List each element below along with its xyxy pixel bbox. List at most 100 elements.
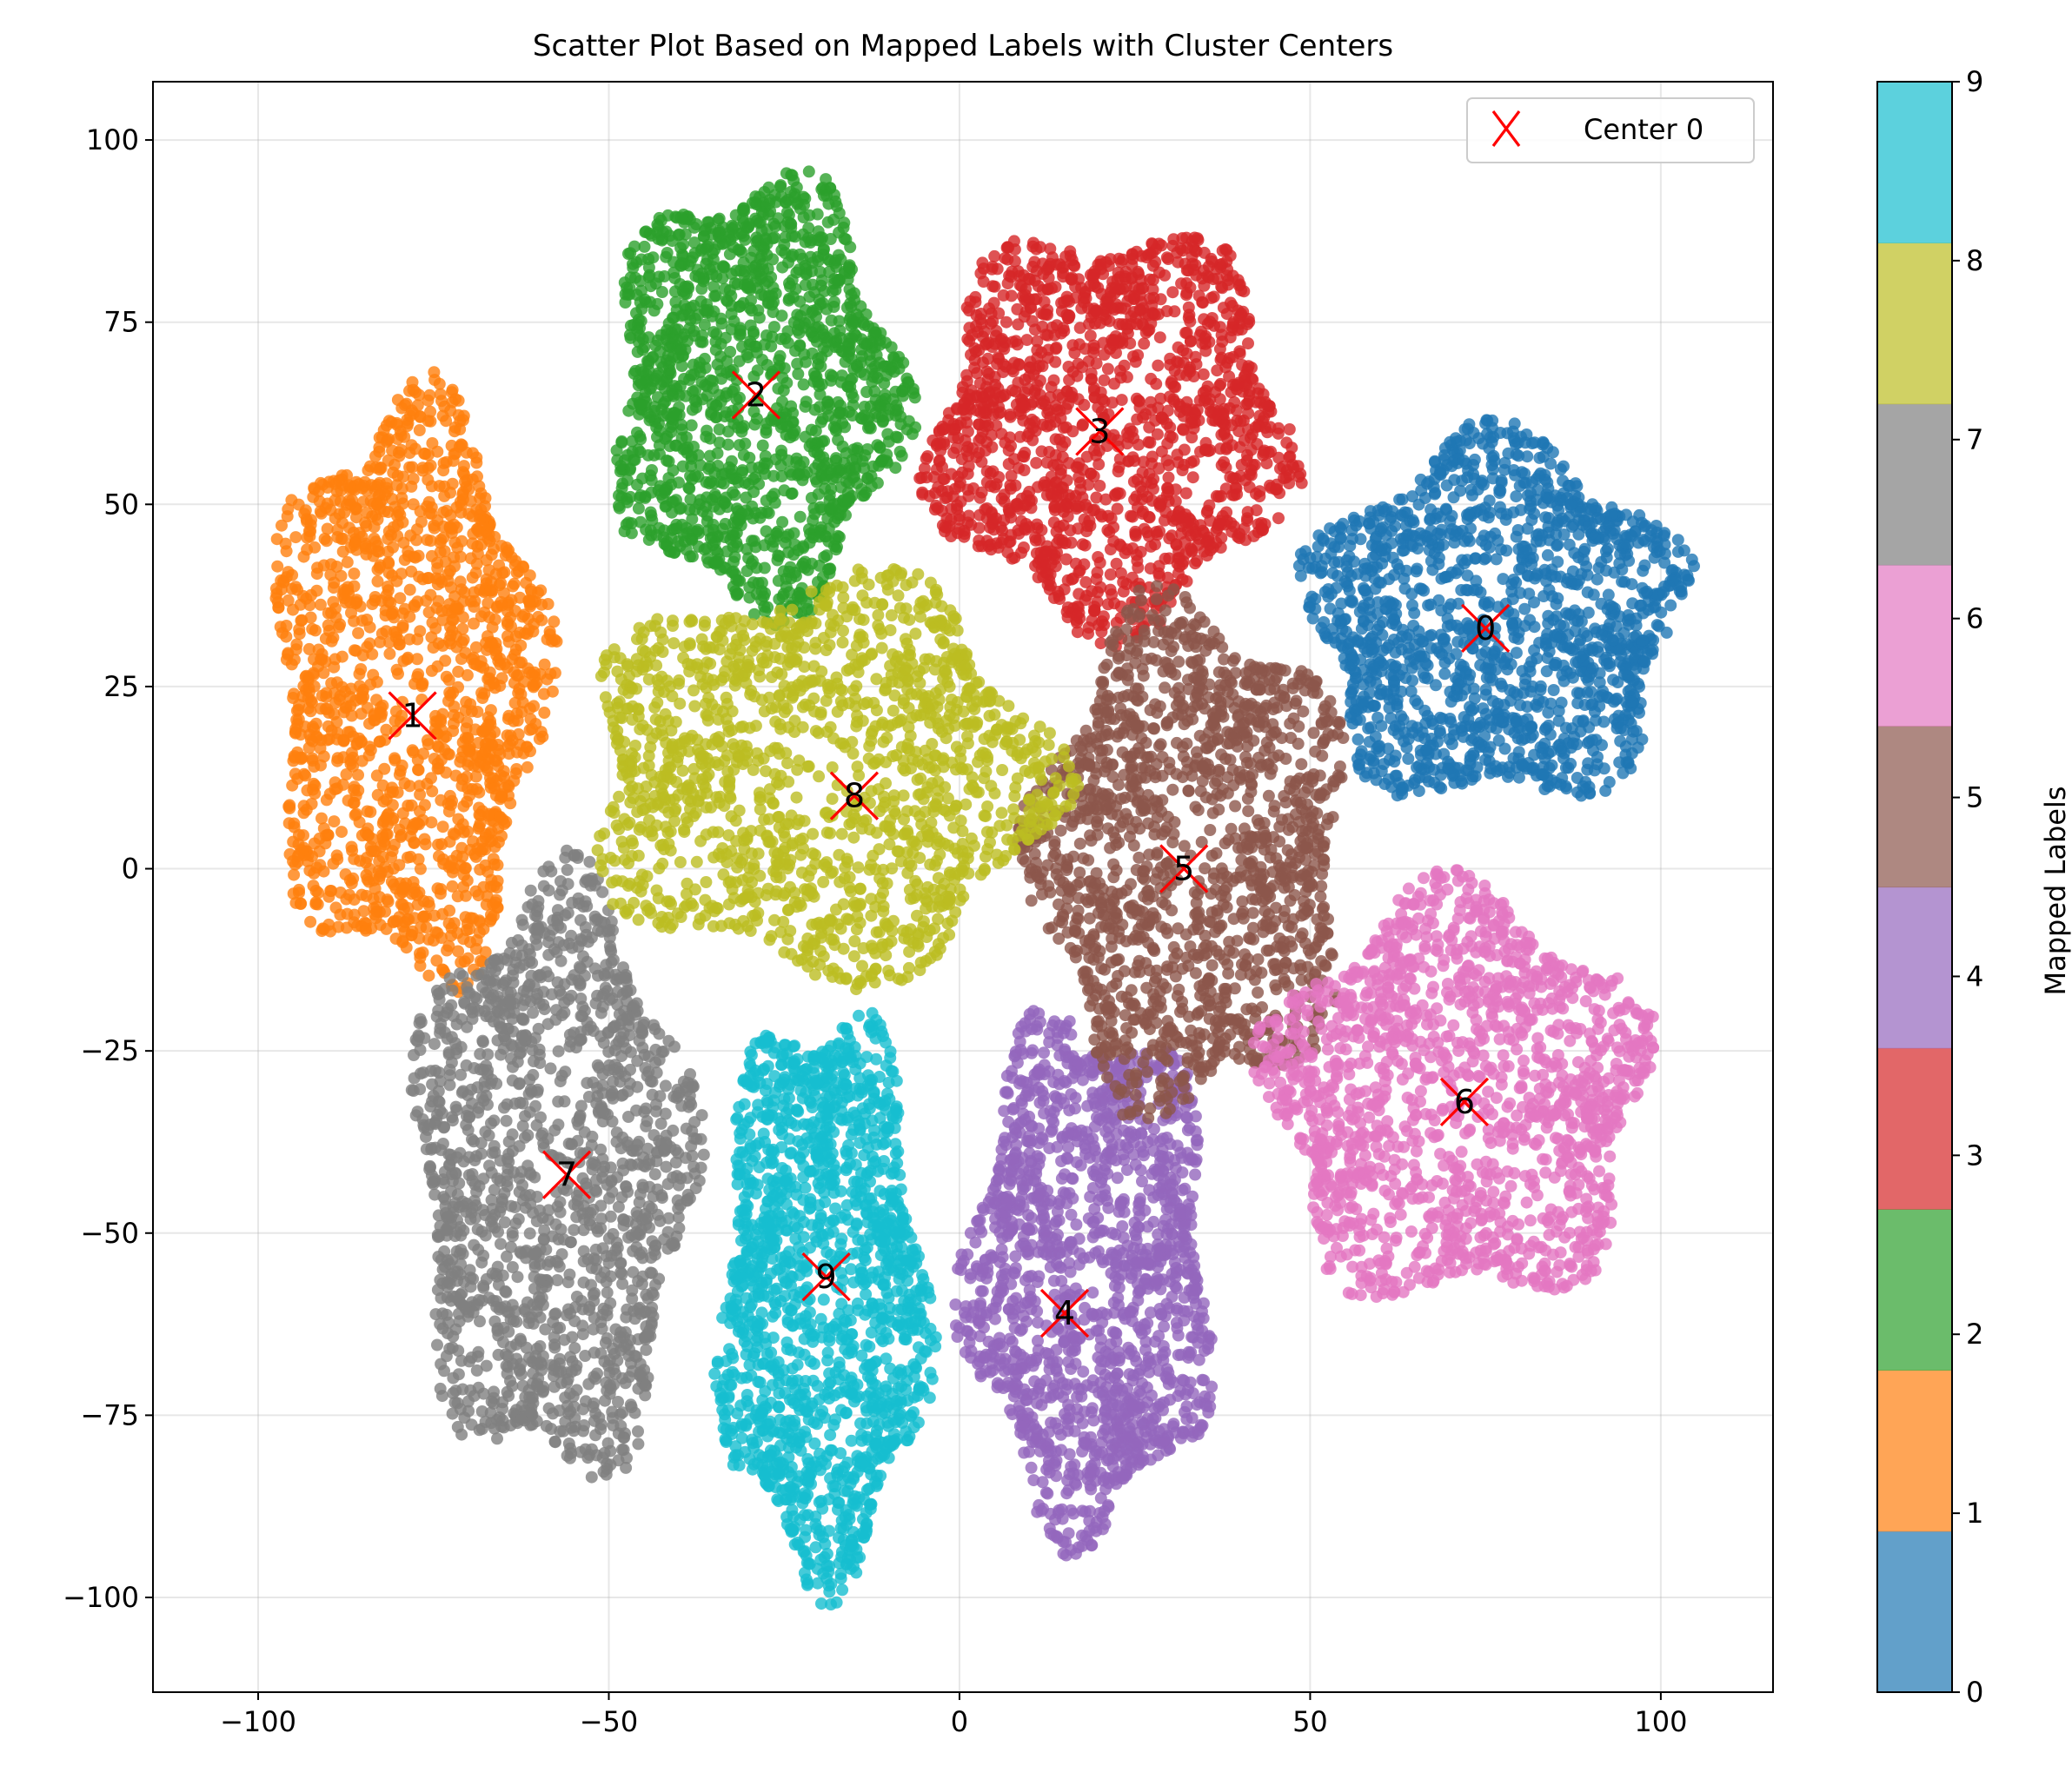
data-point (275, 583, 288, 596)
data-point (293, 623, 306, 636)
data-point (1304, 601, 1316, 614)
data-point (846, 409, 859, 422)
data-point (1593, 676, 1606, 689)
data-point (1345, 687, 1358, 701)
data-point (484, 704, 497, 717)
data-point (314, 859, 327, 872)
data-point (1471, 583, 1484, 596)
data-point (746, 263, 759, 276)
data-point (348, 893, 361, 906)
data-point (288, 868, 301, 881)
data-point (714, 350, 727, 363)
data-point (643, 382, 656, 395)
data-point (760, 234, 772, 247)
data-point (521, 740, 534, 754)
data-point (1354, 533, 1367, 546)
data-point (523, 702, 536, 715)
data-point (627, 262, 640, 275)
data-point (1446, 767, 1459, 780)
data-point (1358, 615, 1370, 628)
data-point (407, 472, 420, 485)
data-point (858, 337, 871, 350)
data-point (1509, 438, 1522, 451)
data-point (455, 535, 468, 548)
data-point (299, 670, 312, 683)
data-point (1591, 751, 1604, 763)
data-point (1577, 647, 1591, 661)
data-point (387, 786, 399, 799)
data-point (648, 448, 661, 462)
data-point (1398, 734, 1411, 747)
data-point (457, 800, 470, 813)
data-point (509, 554, 522, 568)
data-point (327, 581, 340, 594)
data-point (775, 418, 788, 430)
data-point (1517, 547, 1530, 560)
data-point (889, 462, 902, 475)
data-point (434, 887, 447, 900)
data-point (297, 841, 310, 854)
data-point (315, 759, 327, 772)
data-point (375, 594, 388, 608)
data-point (1624, 695, 1637, 707)
data-point (873, 459, 886, 472)
data-point (363, 460, 376, 473)
data-point (1555, 696, 1568, 709)
data-point (408, 836, 421, 849)
data-point (461, 668, 474, 681)
data-point (295, 898, 307, 910)
data-point (325, 634, 338, 647)
data-point (354, 854, 367, 867)
data-point (1380, 685, 1393, 698)
data-point (1423, 630, 1436, 642)
data-point (1363, 687, 1376, 700)
data-point (747, 576, 760, 589)
data-point (460, 481, 473, 494)
data-point (693, 271, 705, 284)
data-point (840, 302, 853, 314)
data-point (660, 500, 673, 513)
data-point (1636, 634, 1649, 647)
data-point (468, 760, 481, 773)
data-point (1482, 511, 1495, 524)
data-point (1280, 436, 1293, 449)
data-point (762, 181, 775, 194)
data-point (526, 668, 539, 681)
data-point (817, 342, 830, 355)
data-point (813, 559, 826, 572)
data-point (634, 515, 647, 528)
data-point (837, 345, 850, 358)
data-point (1487, 449, 1500, 462)
data-point (417, 747, 429, 760)
data-point (1412, 785, 1425, 798)
data-point (1319, 552, 1332, 565)
data-point (1351, 733, 1365, 746)
data-point (437, 464, 450, 477)
data-point (1479, 661, 1492, 674)
data-point (1492, 734, 1505, 747)
data-point (1345, 596, 1358, 609)
data-point (1525, 514, 1538, 527)
data-point (423, 507, 435, 520)
data-point (1458, 455, 1471, 467)
data-point (1521, 701, 1534, 714)
data-point (435, 575, 448, 588)
data-point (893, 445, 906, 458)
data-point (657, 375, 670, 388)
data-point (1655, 606, 1668, 619)
data-point (1571, 772, 1584, 784)
data-point (398, 881, 411, 894)
data-point (291, 773, 304, 786)
data-point (716, 272, 729, 284)
data-point (1491, 534, 1504, 547)
data-point (490, 642, 503, 655)
data-point (894, 418, 907, 431)
data-point (760, 329, 773, 342)
data-point (1518, 468, 1531, 480)
data-point (442, 940, 455, 953)
data-point (1618, 575, 1631, 588)
data-point (794, 295, 807, 308)
data-point (455, 439, 468, 452)
data-point (1510, 490, 1523, 503)
data-point (1513, 480, 1526, 493)
